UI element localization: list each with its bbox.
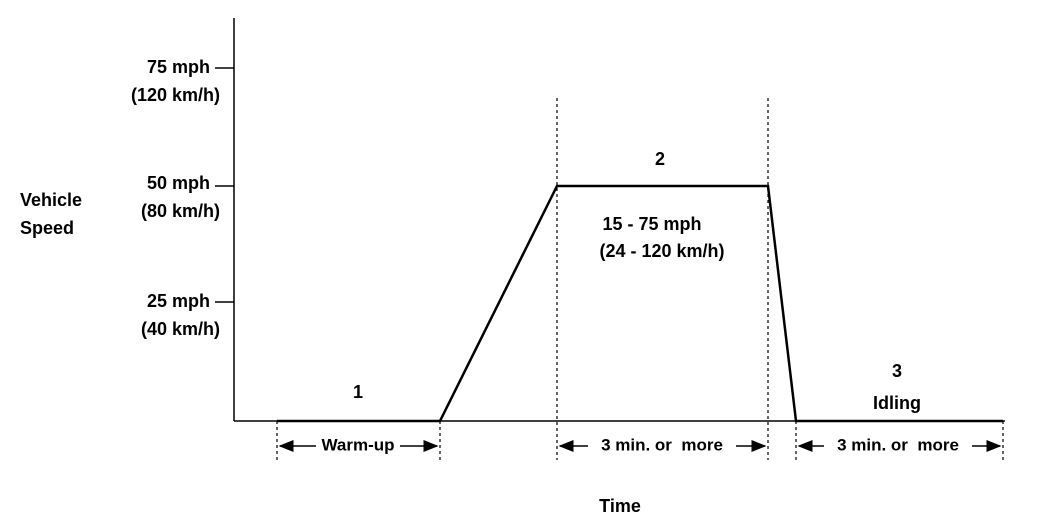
tick-kmh: (40 km/h) — [141, 319, 220, 339]
tick-kmh: (80 km/h) — [141, 201, 220, 221]
phase-number: 1 — [353, 382, 363, 402]
y-axis-label: Speed — [20, 218, 74, 238]
phase-label: Warm-up — [321, 435, 394, 454]
phase-name: Idling — [873, 393, 921, 413]
phase-dividers — [276, 98, 1004, 460]
phase-range: 15 - 75 mph — [602, 214, 701, 234]
y-axis-label: Vehicle — [20, 190, 82, 210]
tick-mph: 25 mph — [147, 291, 210, 311]
tick-kmh: (120 km/h) — [131, 85, 220, 105]
x-axis-label: Time — [599, 496, 641, 516]
phase-duration: 3 min. or more — [601, 435, 723, 454]
phase-number: 3 — [892, 361, 902, 381]
phase-number: 2 — [655, 149, 665, 169]
speed-profile — [277, 184, 1003, 423]
tick-mph: 75 mph — [147, 57, 210, 77]
phase-range: (24 - 120 km/h) — [599, 241, 724, 261]
phase-duration: 3 min. or more — [837, 435, 959, 454]
tick-mph: 50 mph — [147, 173, 210, 193]
